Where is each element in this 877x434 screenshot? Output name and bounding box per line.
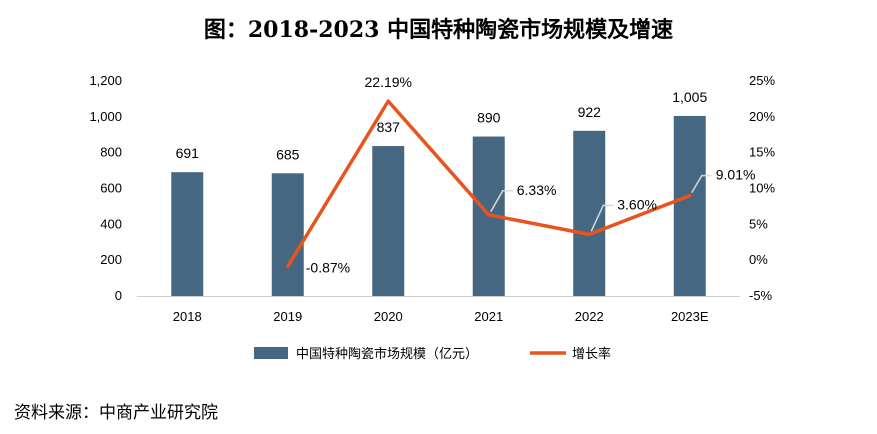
chart-title: 图：2018-2023 中国特种陶瓷市场规模及增速 xyxy=(203,17,674,43)
growth-value-label: -0.87% xyxy=(306,259,350,275)
x-tick-label: 2020 xyxy=(374,309,403,324)
growth-line-series xyxy=(286,99,692,269)
leader-line xyxy=(490,190,513,213)
bar-value-label: 1,005 xyxy=(672,89,707,105)
y-right-tick-label: -5% xyxy=(749,288,773,303)
y-right-tick-label: 0% xyxy=(749,252,768,267)
source-note: 资料来源：中商产业研究院 xyxy=(14,403,218,423)
y-left-tick-label: 200 xyxy=(100,252,122,267)
label-leader-lines xyxy=(490,174,712,232)
y-right-tick-label: 20% xyxy=(749,109,775,124)
y-left-tick-label: 0 xyxy=(115,288,122,303)
legend-line-label: 增长率 xyxy=(572,346,611,362)
growth-value-label: 9.01% xyxy=(716,167,756,183)
bar-value-label: 837 xyxy=(377,119,401,135)
growth-value-label: 22.19% xyxy=(365,74,412,90)
bar-value-label: 890 xyxy=(477,110,501,126)
growth-value-label: 6.33% xyxy=(517,182,557,198)
legend: 中国特种陶瓷市场规模（亿元） 增长率 xyxy=(254,346,611,362)
y-right-tick-label: 5% xyxy=(749,216,768,231)
x-tick-label: 2022 xyxy=(575,309,604,324)
growth-line xyxy=(286,99,692,269)
bar xyxy=(573,130,606,296)
x-tick-label: 2019 xyxy=(273,309,302,324)
y-left-tick-label: 1,000 xyxy=(89,109,122,124)
bar-value-label: 685 xyxy=(276,146,300,162)
bar xyxy=(271,173,304,296)
axes: 0 200 400 600 800 1,000 1,200 -5% 0% 5% 10% 15% 20% 2… xyxy=(89,73,775,324)
bar-value-label: 922 xyxy=(578,104,602,120)
bar xyxy=(171,172,204,296)
data-labels: 691 685 837 890 922 1,005 -0.87% 22.19% 6.33% 3.6… xyxy=(176,74,756,275)
y-left-tick-label: 1,200 xyxy=(89,73,122,88)
legend-bar-swatch xyxy=(254,347,288,359)
y-left-tick-label: 800 xyxy=(100,145,122,160)
leader-line xyxy=(691,174,712,193)
y-left-tick-label: 400 xyxy=(100,216,122,231)
x-tick-label: 2021 xyxy=(474,309,503,324)
y-right-tick-label: 15% xyxy=(749,145,775,160)
growth-value-label: 3.60% xyxy=(617,196,657,212)
bar-value-label: 691 xyxy=(176,145,200,161)
x-tick-label: 2023E xyxy=(671,309,709,324)
y-right-tick-label: 25% xyxy=(749,73,775,88)
bar xyxy=(673,115,706,296)
legend-bar-label: 中国特种陶瓷市场规模（亿元） xyxy=(296,346,478,362)
bar xyxy=(372,146,405,296)
y-left-tick-label: 600 xyxy=(100,181,122,196)
x-tick-label: 2018 xyxy=(173,309,202,324)
y-right-tick-label: 10% xyxy=(749,181,775,196)
leader-line xyxy=(590,204,614,232)
